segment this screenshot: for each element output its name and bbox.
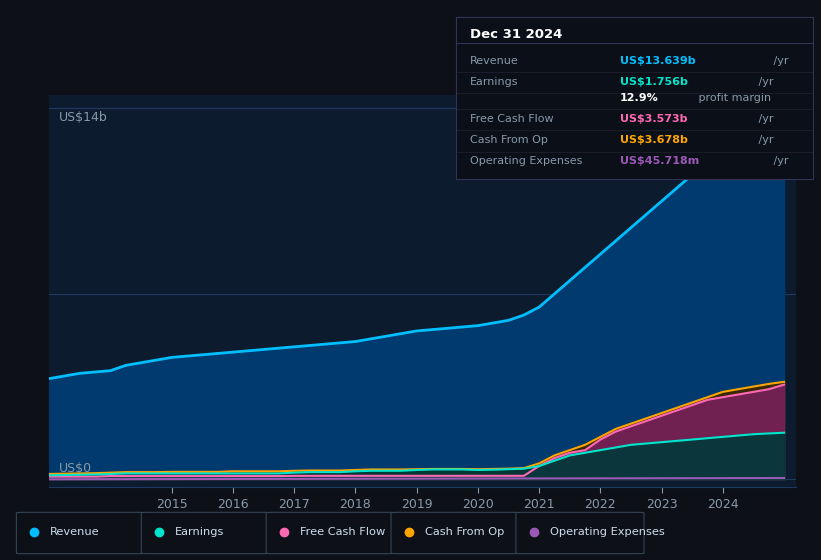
FancyBboxPatch shape — [16, 512, 144, 554]
Text: US$14b: US$14b — [58, 111, 108, 124]
Text: /yr: /yr — [770, 55, 788, 66]
FancyBboxPatch shape — [141, 512, 269, 554]
Text: /yr: /yr — [755, 77, 773, 87]
FancyBboxPatch shape — [391, 512, 519, 554]
Text: /yr: /yr — [755, 135, 773, 145]
FancyBboxPatch shape — [516, 512, 644, 554]
Text: US$0: US$0 — [58, 463, 92, 475]
Text: US$3.573b: US$3.573b — [620, 114, 687, 124]
Text: Dec 31 2024: Dec 31 2024 — [470, 28, 562, 41]
Text: profit margin: profit margin — [695, 93, 771, 103]
Text: Cash From Op: Cash From Op — [425, 527, 504, 537]
Text: Earnings: Earnings — [470, 77, 518, 87]
Text: Operating Expenses: Operating Expenses — [550, 527, 665, 537]
FancyBboxPatch shape — [266, 512, 394, 554]
Text: Free Cash Flow: Free Cash Flow — [300, 527, 385, 537]
Text: US$3.678b: US$3.678b — [620, 135, 688, 145]
Text: 12.9%: 12.9% — [620, 93, 658, 103]
Text: Free Cash Flow: Free Cash Flow — [470, 114, 553, 124]
Text: Revenue: Revenue — [470, 55, 519, 66]
Text: US$13.639b: US$13.639b — [620, 55, 695, 66]
Text: /yr: /yr — [755, 114, 773, 124]
Text: Cash From Op: Cash From Op — [470, 135, 548, 145]
Text: US$45.718m: US$45.718m — [620, 156, 699, 166]
Text: Revenue: Revenue — [50, 527, 100, 537]
Text: US$1.756b: US$1.756b — [620, 77, 688, 87]
Text: Operating Expenses: Operating Expenses — [470, 156, 582, 166]
Text: /yr: /yr — [770, 156, 788, 166]
Text: Earnings: Earnings — [175, 527, 225, 537]
